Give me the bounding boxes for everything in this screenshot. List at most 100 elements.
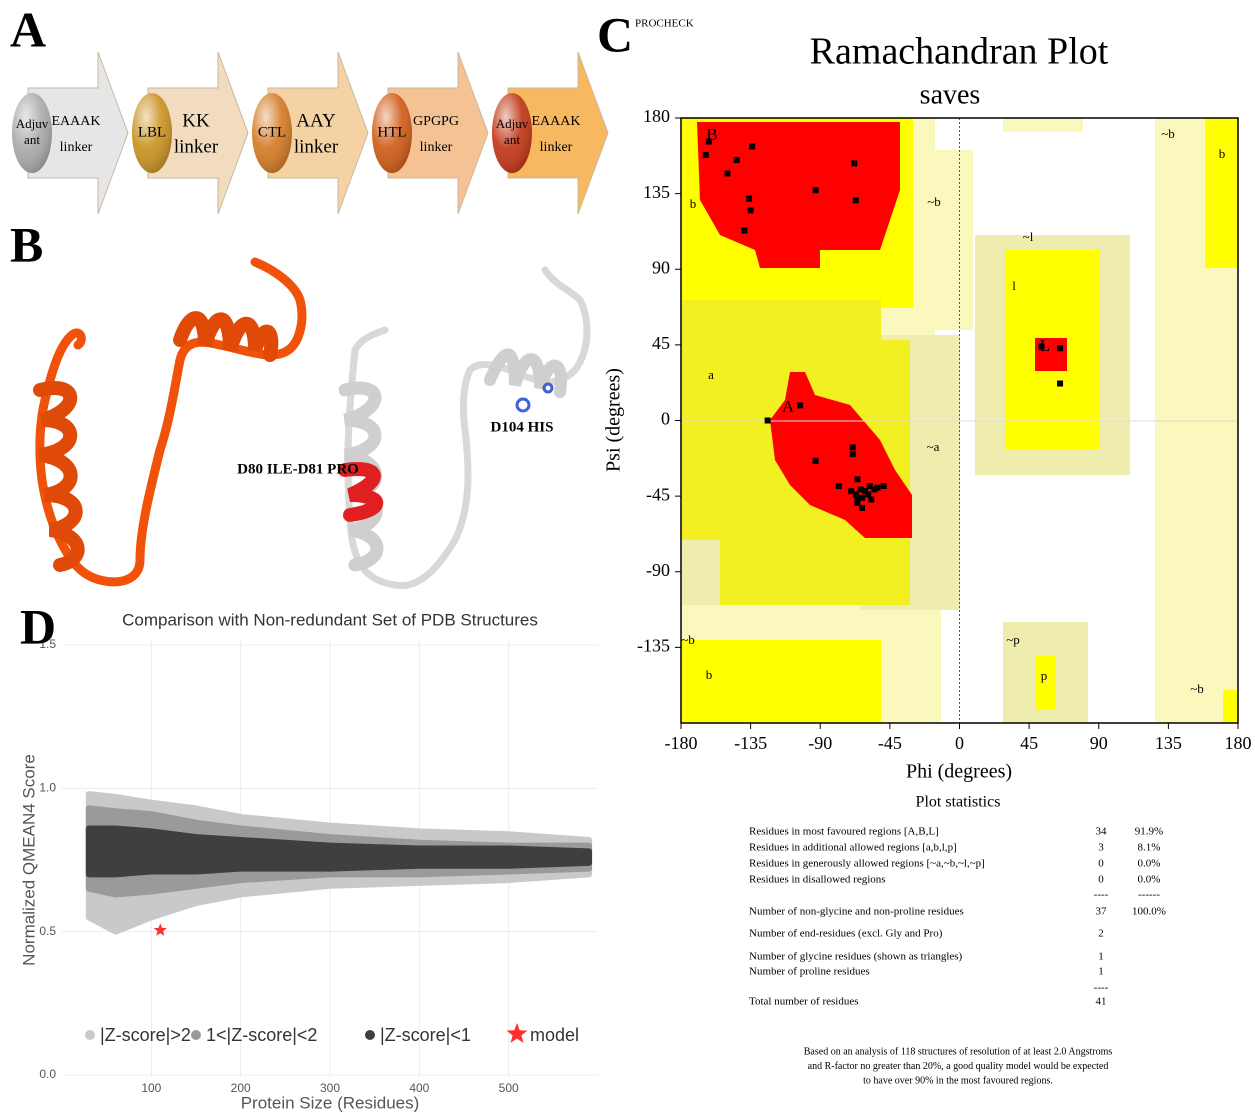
region-label: b (706, 667, 713, 682)
region-allowed (1205, 118, 1238, 268)
data-point (848, 488, 854, 494)
region-label: ~a (927, 439, 940, 454)
stats-label: Residues in additional allowed regions [… (749, 842, 957, 854)
panel-label: B (10, 216, 43, 272)
orange-helix (180, 318, 271, 355)
y-tick-label: 135 (643, 182, 670, 202)
data-point (1039, 344, 1045, 350)
region-allowed (1223, 690, 1238, 723)
residue-label: D104 HIS (491, 419, 554, 435)
stats-percent: 91.9% (1135, 826, 1163, 838)
x-tick-label: -180 (665, 733, 698, 753)
ramachandran-regions (681, 118, 1238, 723)
ball-label: CTL (258, 124, 286, 140)
region-label: ~b (1161, 126, 1175, 141)
stats-footnote: Based on an analysis of 118 structures o… (804, 1046, 1113, 1057)
legend-marker (191, 1030, 201, 1040)
chart-title: Comparison with Non-redundant Set of PDB… (122, 610, 538, 629)
data-point (813, 458, 819, 464)
linker-label: linker (60, 140, 93, 155)
stats-count: 0 (1098, 874, 1104, 886)
linker-label: linker (540, 140, 573, 155)
x-tick-label: 0 (955, 733, 964, 753)
region-label: b (1219, 146, 1226, 161)
legend-label: |Z-score|<1 (380, 1025, 471, 1045)
ball-label: ant (24, 132, 40, 147)
legend-label: 1<|Z-score|<2 (206, 1025, 317, 1045)
data-point (749, 144, 755, 150)
legend-label: |Z-score|>2 (100, 1025, 191, 1045)
stats-label: Residues in most favoured regions [A,B,L… (749, 826, 939, 838)
x-tick-label: 200 (231, 1081, 251, 1095)
x-axis-label: Protein Size (Residues) (241, 1093, 420, 1112)
stats-label: Residues in generously allowed regions [… (749, 858, 985, 870)
stats-percent: 8.1% (1138, 842, 1161, 854)
y-tick-label: 90 (652, 257, 670, 277)
x-tick-label: 180 (1225, 733, 1252, 753)
data-point (813, 187, 819, 193)
page: { "panel_labels": ["A", "B", "C", "D"], … (0, 0, 1255, 1115)
legend-marker (85, 1030, 95, 1040)
stats-count: 3 (1098, 842, 1104, 854)
y-tick-label: -45 (646, 484, 670, 504)
stats-count: 41 (1096, 996, 1107, 1008)
stats-count: 0 (1098, 858, 1104, 870)
data-point (881, 483, 887, 489)
x-tick-label: 500 (499, 1081, 519, 1095)
region-label: b (690, 196, 697, 211)
region-label: A (782, 397, 795, 416)
y-tick-label: 0.5 (39, 924, 56, 938)
region-label: ~b (681, 632, 695, 647)
y-axis-label: Normalized QMEAN4 Score (19, 754, 38, 966)
stats-title: Plot statistics (916, 794, 1001, 811)
stats-percent: 0.0% (1138, 874, 1161, 886)
stats-percent: ------ (1138, 889, 1160, 901)
ball-label: ant (504, 132, 520, 147)
x-tick-label: 45 (1020, 733, 1038, 753)
y-tick-label: -90 (646, 560, 670, 580)
construct-panel: AdjuvantEAAAKlinkerLBLKKlinkerCTLAAYlink… (12, 52, 608, 214)
region-label: ~p (1006, 632, 1020, 647)
region-label: l (1012, 278, 1016, 293)
stats-percent: 0.0% (1138, 858, 1161, 870)
region-generous (1003, 118, 1083, 132)
linker-label: KK (182, 110, 210, 131)
data-point (724, 170, 730, 176)
data-point (1057, 345, 1063, 351)
stats-label: Total number of residues (749, 996, 859, 1008)
data-point (853, 197, 859, 203)
x-tick-label: -45 (878, 733, 902, 753)
data-point (741, 228, 747, 234)
linker-label: AAY (296, 110, 336, 131)
stats-count: 37 (1096, 906, 1108, 918)
data-point (874, 485, 880, 491)
data-point (868, 496, 874, 502)
linker-label: linker (174, 136, 219, 157)
legend-label: model (530, 1025, 579, 1045)
stats-count: 2 (1098, 928, 1104, 940)
data-point (746, 196, 752, 202)
data-point (854, 476, 860, 482)
his-residue (517, 399, 529, 411)
x-tick-label: 100 (141, 1081, 161, 1095)
stats-count: 1 (1098, 951, 1104, 963)
y-tick-label: 0 (661, 409, 670, 429)
linker-label: linker (420, 140, 453, 155)
data-point (836, 483, 842, 489)
y-tick-label: 1.0 (39, 781, 56, 795)
panel-label: A (10, 1, 46, 57)
figure: AdjuvantEAAAKlinkerLBLKKlinkerCTLAAYlink… (0, 0, 1255, 1115)
stats-label: Number of glycine residues (shown as tri… (749, 951, 963, 963)
stats-label: Residues in disallowed regions (749, 874, 886, 886)
residue-label: D80 ILE-D81 PRO (237, 461, 359, 477)
data-point (851, 160, 857, 166)
legend-marker (365, 1030, 375, 1040)
stats-label: Number of non-glycine and non-proline re… (749, 906, 964, 918)
orange-chain (40, 262, 302, 582)
data-point (1057, 381, 1063, 387)
stats-percent: 100.0% (1132, 906, 1166, 918)
linker-label: EAAAK (52, 114, 101, 129)
stats-count: ---- (1094, 889, 1109, 901)
panel-label: C (597, 6, 633, 62)
data-point (734, 157, 740, 163)
